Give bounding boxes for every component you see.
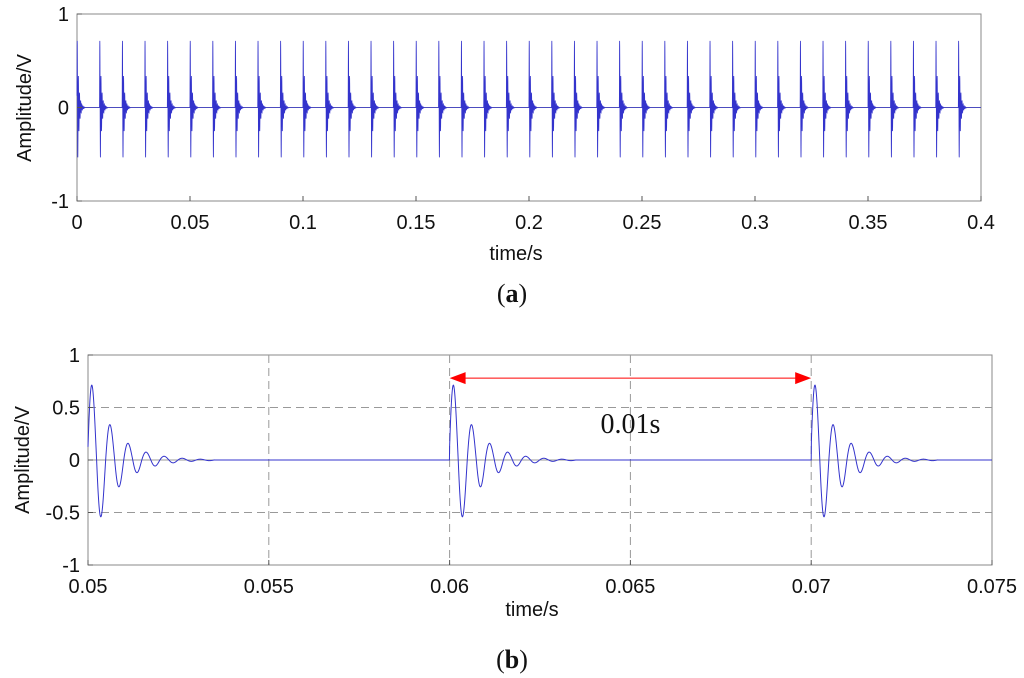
y-ticks-a: -1 0 1 — [51, 4, 82, 213]
y-axis-title-b: Amplitude/V — [12, 405, 34, 513]
x-tick-label: 0.3 — [741, 212, 769, 234]
signal-line-a — [76, 40, 981, 158]
x-tick-label: 0.055 — [244, 576, 294, 598]
panel-label-b-close: ) — [519, 645, 528, 674]
x-tick-label: 0.06 — [430, 576, 469, 598]
panel-label-a: (a) — [497, 279, 527, 308]
x-tick-label: 0.1 — [289, 212, 317, 234]
x-tick-label: 0.065 — [605, 576, 655, 598]
x-tick-label: 0.075 — [967, 576, 1017, 598]
x-tick-label: 0.15 — [397, 212, 436, 234]
panel-label-a-open: ( — [497, 279, 506, 308]
panel-label-a-close: ) — [519, 279, 528, 308]
y-tick-label: 1 — [69, 345, 80, 367]
x-tick-label: 0.4 — [967, 212, 995, 234]
panel-label-a-letter: a — [506, 279, 519, 308]
y-tick-label: 0 — [58, 98, 69, 120]
panel-label-b-open: ( — [496, 645, 505, 674]
x-tick-label: 0.25 — [623, 212, 662, 234]
arrow-head-left — [449, 372, 466, 385]
x-axis-title-b: time/s — [505, 599, 558, 621]
y-ticks-b: -1 -0.5 0 0.5 1 — [46, 345, 93, 577]
panel-a: 0 0.05 0.1 0.15 0.2 0.25 0.3 0.35 0.4 -101 time/… — [14, 4, 995, 308]
period-annotation — [449, 372, 812, 385]
x-ticks-b: 0.05 0.055 0.06 0.065 0.07 0.075 — [69, 560, 1017, 598]
x-tick-label: 0.35 — [849, 212, 888, 234]
panel-label-b-letter: b — [505, 645, 519, 674]
y-tick-label: -1 — [51, 191, 69, 213]
panel-label-b: (b) — [496, 645, 528, 674]
period-annotation-label: 0.01s — [600, 409, 660, 440]
y-axis-title-a: Amplitude/V — [14, 53, 36, 161]
y-tick-label: 0.5 — [52, 398, 80, 420]
y-tick-label: -0.5 — [46, 503, 80, 525]
panel-b: 0.01s 0.05 0.055 0.06 0.065 0.07 0.075 -1 -0.5… — [12, 345, 1017, 674]
signal-line-b — [87, 384, 992, 518]
y-tick-label: 1 — [58, 4, 69, 26]
x-tick-label: 0.07 — [792, 576, 831, 598]
y-tick-label: -1 — [62, 555, 80, 577]
y-tick-label: 0 — [69, 450, 80, 472]
x-axis-title-a: time/s — [489, 243, 542, 265]
x-tick-label: 0.05 — [171, 212, 210, 234]
x-ticks-a: 0 0.05 0.1 0.15 0.2 0.25 0.3 0.35 0.4 — [71, 196, 995, 234]
x-tick-label: 0.2 — [515, 212, 543, 234]
x-tick-label: 0 — [71, 212, 82, 234]
arrow-head-right — [795, 372, 812, 385]
x-tick-label: 0.05 — [69, 576, 108, 598]
